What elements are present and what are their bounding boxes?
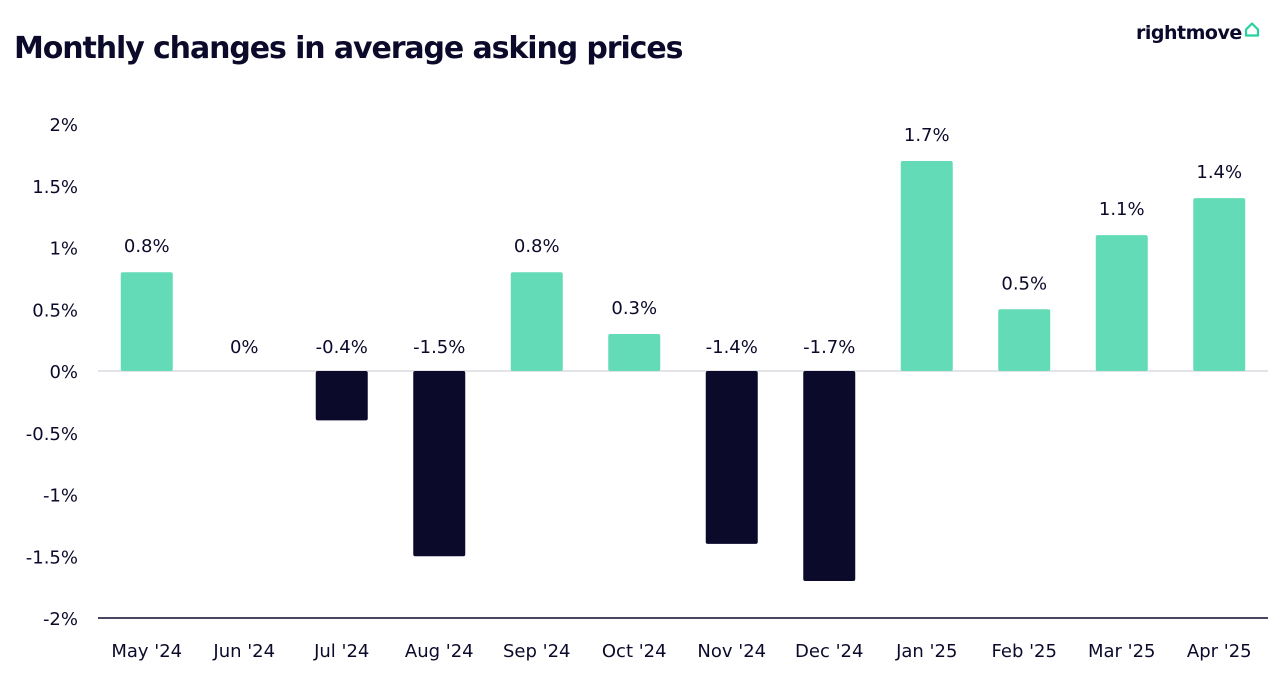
brand-logo: rightmove bbox=[1136, 18, 1261, 48]
x-tick-label: Mar '25 bbox=[1088, 641, 1156, 662]
data-label: 1.1% bbox=[1099, 199, 1145, 220]
data-label: -0.4% bbox=[316, 337, 368, 358]
bar-dec-24 bbox=[803, 371, 856, 581]
bar-oct-24 bbox=[608, 333, 661, 371]
bar-apr-25 bbox=[1193, 198, 1246, 371]
bar-feb-25 bbox=[998, 309, 1051, 371]
x-tick-label: Jan '25 bbox=[895, 641, 957, 662]
house-icon bbox=[1243, 20, 1261, 38]
x-tick-label: Dec '24 bbox=[795, 641, 863, 662]
brand-name: rightmove bbox=[1136, 22, 1242, 44]
data-label: 0.8% bbox=[514, 236, 560, 257]
y-tick-label: -0.5% bbox=[26, 424, 78, 445]
data-label: -1.5% bbox=[413, 337, 465, 358]
data-label: 1.7% bbox=[904, 125, 950, 146]
bar-jan-25 bbox=[900, 161, 953, 371]
x-tick-label: Sep '24 bbox=[503, 641, 571, 662]
data-label: 0.5% bbox=[1001, 273, 1047, 294]
bar-may-24 bbox=[120, 272, 173, 371]
bar-aug-24 bbox=[413, 371, 466, 557]
x-tick-label: Jul '24 bbox=[313, 641, 369, 662]
y-tick-label: -2% bbox=[43, 609, 78, 630]
y-tick-label: 1% bbox=[49, 239, 78, 260]
data-label: 1.4% bbox=[1196, 162, 1242, 183]
y-tick-label: 2% bbox=[49, 115, 78, 136]
y-tick-label: 0% bbox=[49, 362, 78, 383]
data-label: 0.3% bbox=[611, 298, 657, 319]
y-tick-label: -1.5% bbox=[26, 547, 78, 568]
data-label: 0.8% bbox=[124, 236, 170, 257]
y-tick-label: 1.5% bbox=[32, 177, 78, 198]
bar-mar-25 bbox=[1095, 235, 1148, 371]
x-tick-label: Aug '24 bbox=[405, 641, 474, 662]
x-tick-label: May '24 bbox=[111, 641, 182, 662]
chart-title: Monthly changes in average asking prices bbox=[14, 31, 683, 66]
x-tick-label: Oct '24 bbox=[602, 641, 667, 662]
bar-jul-24 bbox=[315, 371, 368, 421]
data-label: -1.7% bbox=[803, 337, 855, 358]
x-tick-label: Nov '24 bbox=[697, 641, 766, 662]
x-tick-label: Apr '25 bbox=[1187, 641, 1252, 662]
data-label: -1.4% bbox=[706, 337, 758, 358]
bar-nov-24 bbox=[705, 371, 758, 544]
x-tick-label: Jun '24 bbox=[212, 641, 275, 662]
y-tick-label: 0.5% bbox=[32, 300, 78, 321]
bar-sep-24 bbox=[510, 272, 563, 371]
x-tick-label: Feb '25 bbox=[992, 641, 1057, 662]
data-label: 0% bbox=[230, 337, 259, 358]
y-tick-label: -1% bbox=[43, 486, 78, 507]
